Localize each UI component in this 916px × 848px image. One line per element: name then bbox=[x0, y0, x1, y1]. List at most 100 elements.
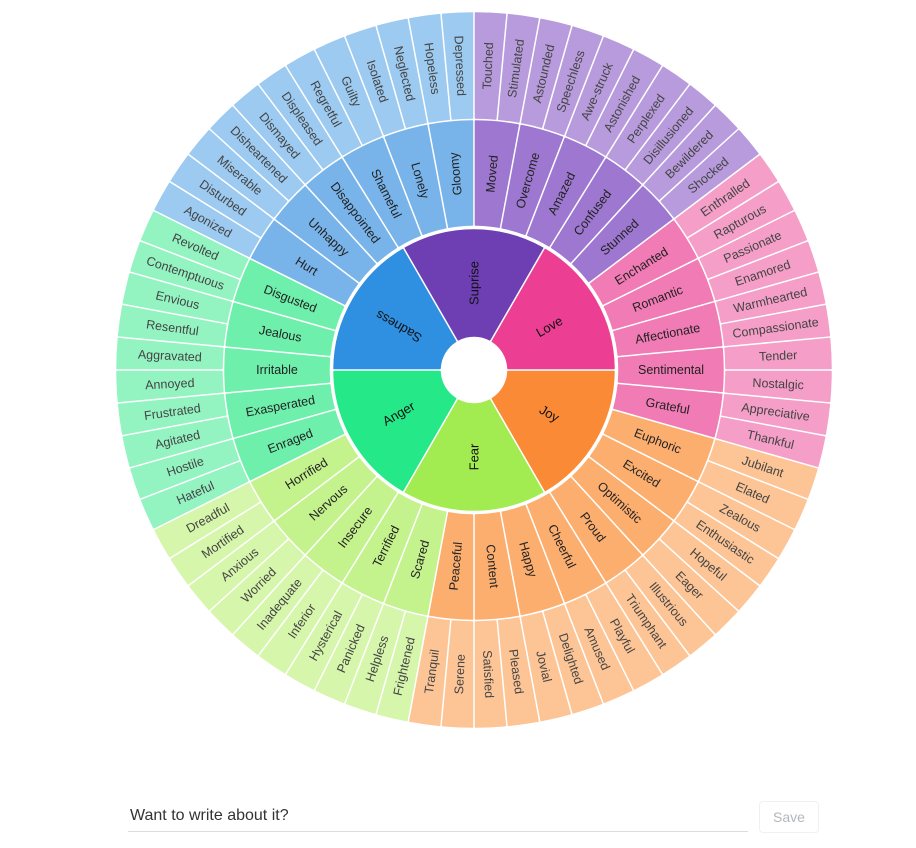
outer-shape-zealous[interactable] bbox=[688, 482, 794, 558]
outer-shape-thankful[interactable] bbox=[716, 417, 826, 468]
middle-shape-shameful[interactable] bbox=[343, 137, 421, 247]
middle-shape-jealous[interactable] bbox=[225, 302, 335, 356]
outer-shape-awe-struck[interactable] bbox=[565, 36, 633, 145]
outer-shape-enamored[interactable] bbox=[708, 241, 818, 301]
outer-shape-delighted[interactable] bbox=[543, 604, 603, 714]
outer-shape-dismayed[interactable] bbox=[233, 85, 322, 184]
outer-shape-mortified[interactable] bbox=[170, 503, 273, 585]
core-shape-sadness[interactable] bbox=[333, 248, 457, 370]
outer-shape-astounded[interactable] bbox=[521, 18, 572, 128]
middle-shape-excited[interactable] bbox=[589, 435, 697, 520]
middle-shape-romantic[interactable] bbox=[603, 259, 714, 330]
middle-shape-optimistic[interactable] bbox=[572, 457, 673, 554]
middle-shape-content[interactable] bbox=[474, 512, 520, 620]
outer-shape-annoyed[interactable] bbox=[116, 370, 224, 403]
middle-segment-sentimental[interactable]: Sentimental bbox=[617, 347, 724, 393]
middle-shape-proud[interactable] bbox=[550, 477, 642, 582]
middle-shape-affectionate[interactable] bbox=[613, 302, 723, 356]
outer-shape-eager[interactable] bbox=[644, 540, 738, 634]
outer-shape-tranquil[interactable] bbox=[409, 617, 451, 727]
outer-shape-revolted[interactable] bbox=[140, 211, 249, 279]
outer-shape-disturbed[interactable] bbox=[170, 155, 273, 237]
middle-shape-lonely[interactable] bbox=[384, 124, 447, 236]
outer-shape-frightened[interactable] bbox=[376, 612, 427, 722]
outer-shape-elated[interactable] bbox=[699, 461, 808, 529]
outer-shape-compassionate[interactable] bbox=[721, 305, 831, 347]
middle-shape-cheerful[interactable] bbox=[527, 493, 605, 603]
outer-shape-enthralled[interactable] bbox=[675, 155, 778, 237]
middle-shape-nervous[interactable] bbox=[275, 457, 376, 554]
outer-shape-guilty[interactable] bbox=[315, 36, 383, 145]
core-shape-anger[interactable] bbox=[333, 370, 457, 492]
middle-shape-horrified[interactable] bbox=[251, 435, 359, 520]
save-button[interactable]: Save bbox=[759, 801, 819, 833]
middle-shape-hurt[interactable] bbox=[251, 220, 359, 305]
outer-shape-hopeless[interactable] bbox=[409, 13, 451, 123]
outer-shape-amused[interactable] bbox=[565, 595, 633, 704]
outer-shape-hostile[interactable] bbox=[130, 439, 240, 499]
outer-shape-astonished[interactable] bbox=[586, 50, 662, 156]
outer-shape-appreciative[interactable] bbox=[721, 393, 831, 435]
middle-segment-irritable[interactable]: Irritable bbox=[224, 347, 331, 393]
middle-shape-grateful[interactable] bbox=[613, 384, 723, 438]
outer-shape-pleased[interactable] bbox=[497, 617, 539, 727]
journal-input[interactable] bbox=[128, 800, 748, 832]
outer-shape-neglected[interactable] bbox=[376, 18, 427, 128]
outer-shape-speechless[interactable] bbox=[543, 26, 603, 136]
outer-shape-agonized[interactable] bbox=[154, 182, 260, 258]
outer-shape-jovial[interactable] bbox=[521, 612, 572, 722]
outer-shape-perplexed[interactable] bbox=[607, 66, 689, 169]
outer-shape-dreadful[interactable] bbox=[154, 482, 260, 558]
outer-shape-envious[interactable] bbox=[122, 272, 232, 323]
outer-shape-anxious[interactable] bbox=[189, 522, 288, 611]
outer-shape-hysterical[interactable] bbox=[286, 584, 362, 690]
middle-shape-enraged[interactable] bbox=[234, 410, 345, 481]
core-shape-love[interactable] bbox=[491, 248, 615, 370]
outer-shape-playful[interactable] bbox=[586, 584, 662, 690]
outer-shape-agitated[interactable] bbox=[122, 417, 232, 468]
middle-shape-disappointed[interactable] bbox=[306, 158, 398, 263]
outer-shape-inferior[interactable] bbox=[259, 571, 341, 674]
outer-shape-disheartened[interactable] bbox=[210, 106, 304, 200]
middle-shape-stunned[interactable] bbox=[572, 186, 673, 283]
middle-shape-overcome[interactable] bbox=[501, 124, 564, 235]
outer-shape-satisfied[interactable] bbox=[474, 620, 507, 728]
core-shape-fear[interactable] bbox=[404, 399, 544, 511]
outer-shape-nostalgic[interactable] bbox=[724, 370, 832, 403]
middle-shape-disgusted[interactable] bbox=[234, 259, 345, 330]
middle-shape-scared[interactable] bbox=[384, 505, 447, 616]
outer-shape-frustrated[interactable] bbox=[117, 393, 227, 435]
outer-shape-inadequate[interactable] bbox=[233, 556, 322, 655]
outer-shape-triumphant[interactable] bbox=[607, 571, 689, 674]
outer-shape-panicked[interactable] bbox=[315, 595, 383, 704]
outer-shape-rapturous[interactable] bbox=[688, 182, 794, 258]
outer-shape-displeased[interactable] bbox=[259, 66, 341, 169]
middle-shape-euphoric[interactable] bbox=[603, 410, 714, 481]
core-shape-joy[interactable] bbox=[491, 370, 615, 492]
outer-shape-jubilant[interactable] bbox=[708, 439, 818, 499]
middle-shape-amazed[interactable] bbox=[526, 137, 605, 247]
middle-shape-exasperated[interactable] bbox=[225, 384, 335, 438]
outer-shape-touched[interactable] bbox=[474, 12, 507, 120]
outer-shape-stimulated[interactable] bbox=[497, 13, 539, 123]
outer-shape-miserable[interactable] bbox=[189, 129, 288, 218]
outer-shape-illustrious[interactable] bbox=[626, 556, 715, 655]
outer-shape-enthusiastic[interactable] bbox=[675, 503, 778, 585]
outer-shape-bewildered[interactable] bbox=[644, 106, 738, 200]
middle-shape-moved[interactable] bbox=[474, 120, 519, 228]
middle-shape-insecure[interactable] bbox=[306, 477, 398, 582]
outer-shape-depressed[interactable] bbox=[441, 12, 474, 120]
middle-shape-gloomy[interactable] bbox=[428, 120, 474, 228]
outer-shape-warmhearted[interactable] bbox=[716, 272, 826, 323]
middle-shape-confused[interactable] bbox=[550, 158, 642, 263]
outer-shape-aggravated[interactable] bbox=[116, 337, 224, 370]
outer-shape-resentful[interactable] bbox=[117, 305, 227, 347]
middle-shape-happy[interactable] bbox=[501, 504, 564, 616]
middle-shape-terrified[interactable] bbox=[343, 493, 422, 603]
outer-shape-disillusioned[interactable] bbox=[626, 85, 715, 184]
outer-shape-passionate[interactable] bbox=[699, 211, 808, 279]
middle-shape-unhappy[interactable] bbox=[275, 186, 376, 283]
outer-shape-hopeful[interactable] bbox=[660, 522, 759, 611]
middle-shape-peaceful[interactable] bbox=[429, 512, 474, 620]
outer-shape-worried[interactable] bbox=[210, 540, 304, 634]
